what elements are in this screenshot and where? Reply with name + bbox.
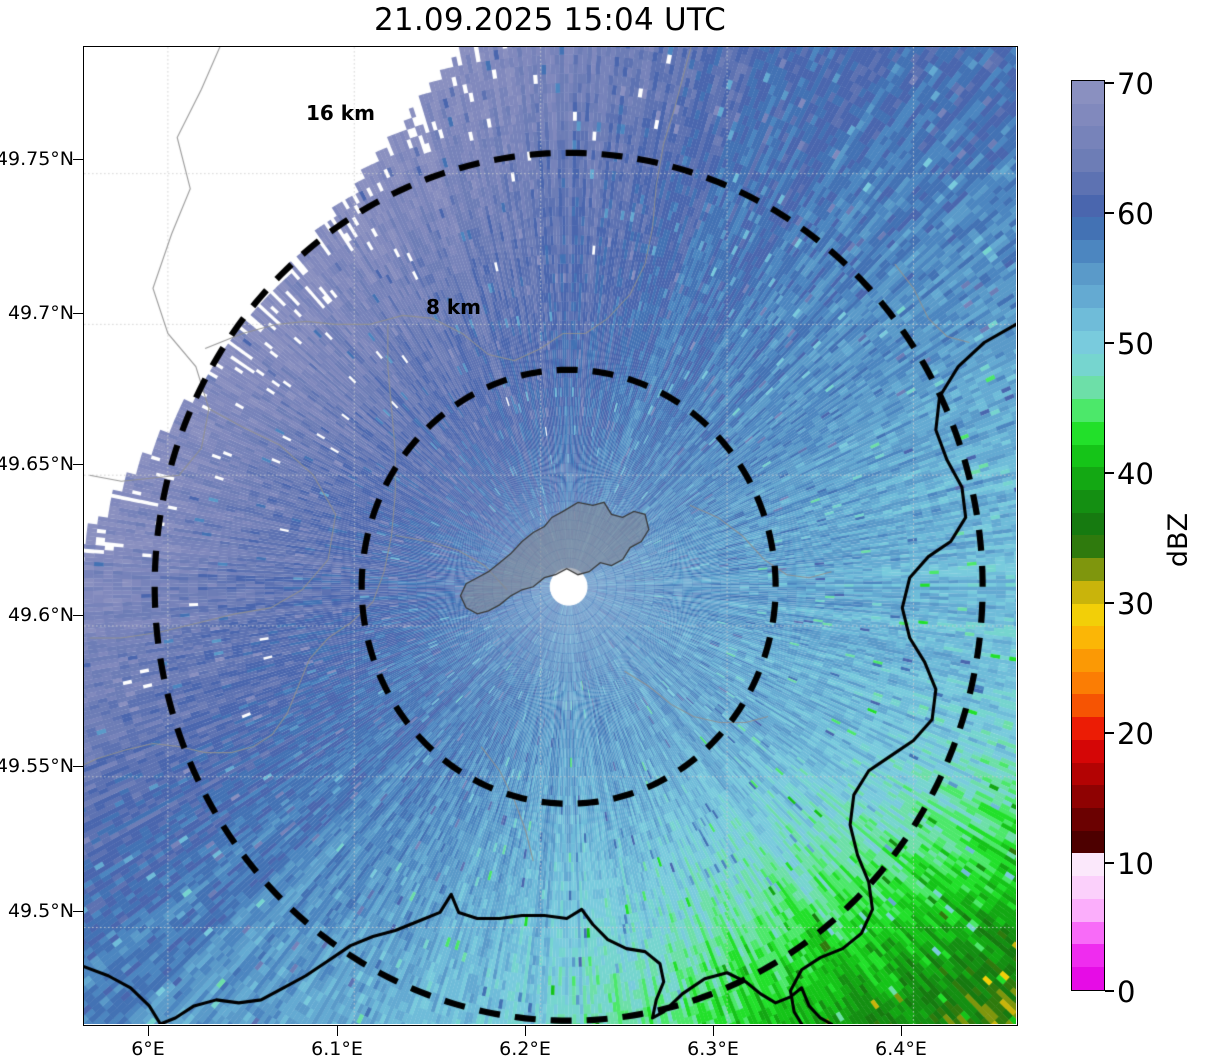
colorbar-band-19 — [1072, 512, 1104, 536]
y-axis-label-1: 49.7°N — [7, 302, 74, 324]
x-tick-4 — [901, 1026, 903, 1036]
colorbar-band-20 — [1072, 535, 1104, 559]
colorbar-label-60: 60 — [1117, 197, 1154, 231]
x-axis-label-0: 6°E — [131, 1038, 165, 1060]
colorbar-band-2 — [1072, 126, 1104, 150]
colorbar-label-50: 50 — [1117, 327, 1154, 361]
colorbar-band-34 — [1072, 853, 1104, 877]
colorbar-band-23 — [1072, 603, 1104, 627]
x-axis-label-3: 6.3°E — [687, 1038, 739, 1060]
colorbar-band-7 — [1072, 240, 1104, 263]
colorbar-band-16 — [1072, 444, 1104, 468]
x-axis-label-4: 6.4°E — [875, 1038, 927, 1060]
x-axis-label-2: 6.2°E — [499, 1038, 551, 1060]
colorbar-band-5 — [1072, 194, 1104, 218]
page-title: 21.09.2025 15:04 UTC — [374, 2, 726, 38]
y-axis-label-4: 49.55°N — [0, 755, 74, 777]
y-axis-label-2: 49.65°N — [0, 453, 74, 475]
x-tick-3 — [713, 1026, 715, 1036]
colorbar-band-3 — [1072, 149, 1104, 172]
colorbar-band-13 — [1072, 376, 1104, 400]
colorbar-tick-70 — [1105, 82, 1114, 84]
colorbar-tick-20 — [1105, 732, 1114, 734]
colorbar-band-28 — [1072, 717, 1104, 740]
colorbar-label-70: 70 — [1117, 67, 1154, 101]
y-tick-0 — [73, 159, 83, 161]
colorbar-band-9 — [1072, 285, 1104, 309]
y-axis-label-5: 49.5°N — [7, 900, 74, 922]
colorbar-tick-60 — [1105, 212, 1114, 214]
colorbar-band-4 — [1072, 171, 1104, 195]
colorbar-band-30 — [1072, 762, 1104, 786]
colorbar-band-12 — [1072, 353, 1104, 377]
x-tick-1 — [337, 1026, 339, 1036]
colorbar-band-17 — [1072, 467, 1104, 490]
colorbar-band-38 — [1072, 944, 1104, 968]
y-tick-1 — [73, 313, 83, 315]
y-axis-label-3: 49.6°N — [7, 604, 74, 626]
colorbar-label-20: 20 — [1117, 717, 1154, 751]
x-tick-2 — [525, 1026, 527, 1036]
colorbar-band-31 — [1072, 785, 1104, 808]
colorbar-band-22 — [1072, 580, 1104, 604]
colorbar-label-30: 30 — [1117, 587, 1154, 621]
colorbar-band-1 — [1072, 103, 1104, 127]
colorbar-title: dBZ — [1163, 512, 1194, 568]
colorbar-band-0 — [1072, 81, 1104, 104]
colorbar-band-26 — [1072, 671, 1104, 695]
range-ring-label-16km: 16 km — [306, 101, 375, 125]
colorbar-tick-50 — [1105, 342, 1114, 344]
range-ring-label-8km: 8 km — [426, 295, 482, 319]
colorbar-band-37 — [1072, 921, 1104, 945]
y-axis-label-0: 49.75°N — [0, 148, 74, 170]
radar-reflectivity-canvas — [84, 47, 1016, 1024]
colorbar-band-10 — [1072, 308, 1104, 331]
colorbar-band-11 — [1072, 330, 1104, 354]
y-tick-2 — [73, 464, 83, 466]
radar-map-plot: 16 km 8 km — [83, 46, 1018, 1026]
colorbar-band-35 — [1072, 876, 1104, 899]
colorbar-tick-10 — [1105, 862, 1114, 864]
colorbar-tick-0 — [1105, 990, 1114, 992]
colorbar-band-8 — [1072, 262, 1104, 286]
colorbar-band-39 — [1072, 967, 1104, 990]
colorbar-tick-40 — [1105, 472, 1114, 474]
colorbar-band-29 — [1072, 739, 1104, 763]
colorbar-label-0: 0 — [1117, 975, 1136, 1009]
colorbar-band-32 — [1072, 808, 1104, 831]
colorbar-band-33 — [1072, 830, 1104, 854]
colorbar-band-36 — [1072, 898, 1104, 922]
y-tick-3 — [73, 615, 83, 617]
colorbar-band-14 — [1072, 399, 1104, 422]
colorbar-band-27 — [1072, 694, 1104, 718]
x-axis-label-1: 6.1°E — [311, 1038, 363, 1060]
colorbar-band-24 — [1072, 626, 1104, 649]
colorbar-label-40: 40 — [1117, 457, 1154, 491]
colorbar-label-10: 10 — [1117, 847, 1154, 881]
y-tick-4 — [73, 766, 83, 768]
colorbar-tick-30 — [1105, 602, 1114, 604]
colorbar-band-25 — [1072, 648, 1104, 672]
x-tick-0 — [148, 1026, 150, 1036]
colorbar-band-15 — [1072, 421, 1104, 445]
colorbar-band-6 — [1072, 217, 1104, 241]
colorbar-band-21 — [1072, 558, 1104, 581]
colorbar-band-18 — [1072, 489, 1104, 513]
y-tick-5 — [73, 911, 83, 913]
colorbar — [1071, 80, 1105, 991]
